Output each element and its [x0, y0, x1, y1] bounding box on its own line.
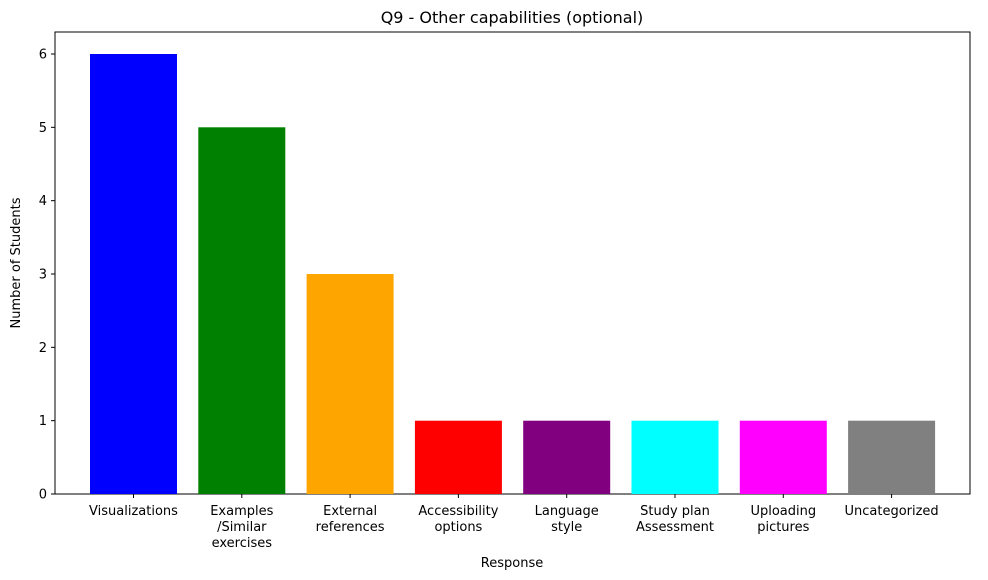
y-tick-label: 4	[39, 194, 47, 209]
bar-0	[90, 54, 177, 494]
bar-3	[414, 420, 502, 494]
bars-layer	[90, 54, 936, 495]
x-tick-label: Uncategorized	[844, 504, 938, 519]
y-tick-label: 2	[39, 341, 47, 356]
bar-6	[739, 420, 827, 494]
y-tick-label: 1	[39, 414, 47, 429]
y-axis: 0 1 2 3 4 5 6	[39, 48, 55, 503]
y-tick-label: 5	[39, 121, 47, 136]
x-tick-label: Examples/Similar exercises	[210, 504, 273, 551]
bar-2	[306, 274, 394, 494]
x-tick-label: External references	[316, 504, 385, 535]
y-axis-title: Number of Students	[9, 197, 24, 328]
y-tick-label: 3	[39, 268, 47, 283]
bar-7	[848, 420, 936, 494]
chart-title: Q9 - Other capabilities (optional)	[381, 8, 644, 27]
bar-4	[523, 420, 611, 494]
x-tick-label: Accessibility options	[418, 504, 498, 535]
x-tick-label: Language style	[535, 504, 599, 535]
y-tick-label: 6	[39, 48, 47, 63]
x-tick-label: Study plan Assessment	[636, 504, 714, 535]
x-tick-label: Visualizations	[89, 504, 178, 519]
x-tick-label: Uploading pictures	[750, 504, 816, 535]
bar-5	[631, 420, 719, 494]
y-tick-label: 0	[39, 488, 47, 503]
bar-1	[198, 127, 286, 495]
x-axis: Visualizations Examples/Similar exercises E…	[89, 494, 939, 551]
x-axis-title: Response	[481, 556, 543, 571]
plot-frame	[54, 31, 971, 495]
